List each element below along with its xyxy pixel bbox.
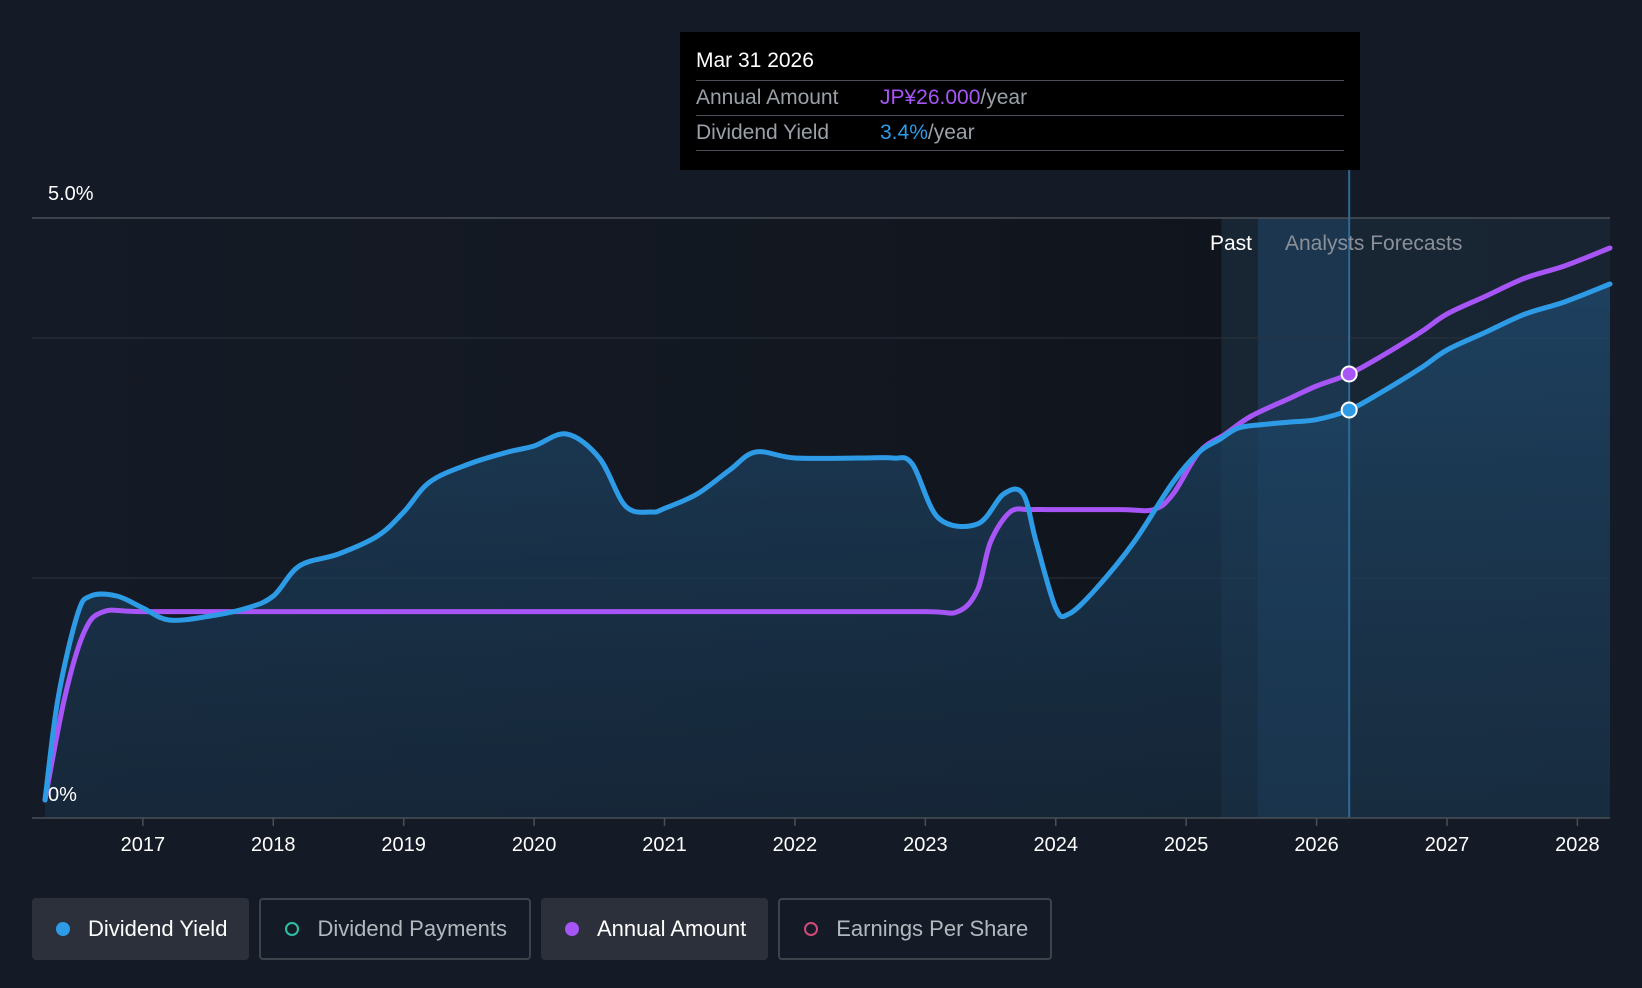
dividend-chart: 2017 2018 2019 2020 2021 2022 2023 2024 2025 2026… [32,170,1613,856]
tooltip-date: Mar 31 2026 [696,46,1344,81]
legend: Dividend Yield Dividend Payments Annual … [32,898,1053,960]
x-axis-ticks: 2017 2018 2019 2020 2021 2022 2023 2024 2025 2026… [121,818,1600,856]
legend-label: Earnings Per Share [836,916,1029,941]
tooltip: Mar 31 2026 Annual Amount JP¥26.000/year … [680,32,1360,170]
x-tick-label: 2017 [121,834,166,856]
tooltip-value: JP¥26.000 [880,86,981,109]
legend-label: Dividend Yield [88,916,228,941]
legend-annual-amount[interactable]: Annual Amount [540,898,769,960]
x-tick-label: 2020 [512,834,557,856]
y-tick-top: 5.0% [48,183,94,205]
dividend-payments-ring-icon [285,922,300,936]
tooltip-unit: /year [980,86,1028,109]
x-tick-label: 2025 [1164,834,1209,856]
legend-label: Dividend Payments [317,916,507,941]
x-tick-label: 2024 [1033,834,1078,856]
dividend-yield-line [42,281,1613,803]
x-tick-label: 2027 [1425,834,1470,856]
x-tick-label: 2026 [1294,834,1339,856]
x-tick-label: 2019 [381,834,426,856]
past-label: Past [1210,232,1252,255]
annual-amount-dot-icon [564,922,579,936]
tooltip-unit: /year [927,121,975,144]
x-tick-label: 2021 [642,834,687,856]
y-tick-bottom: 0% [48,784,77,806]
tooltip-row-annual-amount: Annual Amount JP¥26.000/year [696,81,1344,116]
dividend-yield-marker [1340,401,1358,419]
legend-dividend-yield[interactable]: Dividend Yield [32,898,250,960]
legend-label: Annual Amount [596,916,747,941]
x-tick-label: 2028 [1555,834,1600,856]
dividend-yield-dot-icon [56,922,70,936]
tooltip-label: Annual Amount [696,86,839,109]
dividend-yield-area [45,284,1610,818]
highlight-markers [1340,365,1358,419]
x-tick-label: 2023 [903,834,948,856]
annual-amount-line [42,245,1613,803]
annual-amount-marker [1340,365,1358,383]
earnings-per-share-ring-icon [804,922,819,936]
forecast-label: Analysts Forecasts [1285,232,1462,255]
legend-earnings-per-share[interactable]: Earnings Per Share [778,898,1053,960]
x-tick-label: 2018 [251,834,296,856]
legend-dividend-payments[interactable]: Dividend Payments [259,898,531,960]
x-tick-label: 2022 [773,834,818,856]
tooltip-row-dividend-yield: Dividend Yield 3.4%/year [696,116,1344,151]
tooltip-label: Dividend Yield [696,121,830,144]
tooltip-value: 3.4% [880,121,928,144]
